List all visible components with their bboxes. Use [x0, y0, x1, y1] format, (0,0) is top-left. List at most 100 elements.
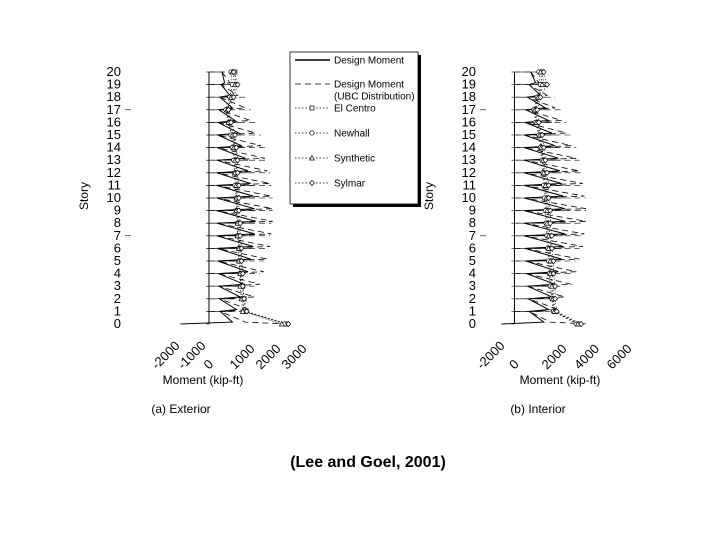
y-tick-label: 4: [469, 266, 476, 281]
panel-caption: (b) Interior: [510, 402, 565, 416]
legend-label: (UBC Distribution): [334, 92, 415, 103]
y-tick-label: 10: [462, 190, 476, 205]
source-citation: (Lee and Goel, 2001): [290, 454, 446, 471]
y-tick-label: 11: [108, 177, 122, 192]
data-point: [234, 81, 241, 88]
y-tick-label: 2: [469, 291, 476, 306]
y-tick-label: 6: [114, 240, 121, 255]
series-line: [534, 71, 579, 325]
data-point: [552, 283, 559, 290]
data-point: [237, 232, 244, 239]
data-point: [236, 207, 242, 214]
x-tick-label: 0: [506, 356, 522, 372]
y-tick-label: 5: [469, 253, 476, 268]
series-sylmar: [225, 68, 292, 328]
series-sylmar: [534, 68, 585, 328]
legend-marker: [309, 130, 315, 136]
data-point: [550, 257, 557, 265]
legend-shadow-right: [418, 55, 421, 207]
x-axis-label: Moment (kip-ft): [520, 373, 601, 387]
y-tick-label: 20: [107, 64, 121, 79]
legend-marker: [309, 154, 315, 161]
panel-caption: (a) Exterior: [151, 402, 210, 416]
legend-item-design-moment-ubc: Design Moment: [295, 80, 404, 91]
y-tick-label: 20: [462, 64, 476, 79]
data-point: [553, 308, 560, 315]
y-tick-label: 1: [469, 303, 476, 318]
data-point: [225, 106, 232, 113]
data-point: [552, 295, 559, 302]
data-point: [548, 232, 555, 239]
y-axis-label: Story: [422, 182, 436, 210]
y-tick-label: 7: [114, 228, 121, 243]
y-tick-label: 19: [462, 77, 476, 92]
y-tick-label: 15: [107, 127, 121, 142]
panel-exterior: 01234567891011121314151617181920-2000-10…: [77, 64, 310, 416]
data-point: [238, 245, 245, 252]
y-tick-label: 3: [469, 278, 476, 293]
data-point: [228, 119, 234, 126]
data-point: [547, 207, 554, 214]
data-point: [285, 320, 292, 328]
data-point: [278, 320, 285, 327]
x-tick-label: 6000: [604, 341, 635, 372]
series-line: [536, 71, 582, 325]
data-point: [544, 169, 550, 176]
x-tick-label: -2000: [474, 338, 508, 372]
data-point: [234, 157, 241, 164]
y-tick-label: 15: [462, 127, 476, 142]
data-point: [548, 245, 555, 252]
y-tick-label: 13: [462, 152, 476, 167]
y-tick-label: 12: [107, 165, 121, 180]
x-tick-label: 2000: [539, 341, 570, 372]
x-tick-label: 3000: [279, 341, 310, 372]
y-tick-label: 3: [114, 278, 121, 293]
y-tick-label: 13: [107, 152, 121, 167]
series-line: [226, 71, 282, 325]
data-point: [534, 106, 541, 113]
y-tick-label: 1: [114, 303, 121, 318]
x-tick-label: 1000: [227, 341, 258, 372]
data-point: [550, 270, 557, 277]
y-tick-label: 16: [462, 114, 476, 129]
data-point: [540, 68, 547, 76]
y-tick-label: 4: [114, 266, 121, 281]
y-tick-label: 2: [114, 291, 121, 306]
legend-item-el-centro: El Centro: [295, 104, 376, 115]
y-tick-label: 0: [114, 316, 121, 331]
y-tick-label: 16: [107, 114, 121, 129]
data-point: [540, 144, 547, 151]
data-point: [539, 81, 546, 87]
data-point: [236, 194, 242, 202]
legend-box: [289, 51, 419, 205]
data-point: [537, 94, 544, 101]
y-tick-label: 12: [462, 165, 476, 180]
legend-shadow-bottom: [293, 204, 421, 207]
data-point: [238, 257, 245, 265]
data-point: [545, 182, 552, 189]
y-tick-label: 18: [462, 89, 476, 104]
data-point: [539, 131, 546, 139]
data-point: [241, 295, 247, 302]
y-tick-label: 7: [469, 228, 476, 243]
x-tick-label: -1000: [175, 338, 209, 372]
y-tick-label: 9: [114, 203, 121, 218]
series-line: [216, 71, 288, 325]
y-tick-label: 8: [469, 215, 476, 230]
legend-item-newhall: Newhall: [295, 129, 370, 140]
y-tick-label: 11: [463, 177, 477, 192]
y-tick-label: 19: [107, 77, 121, 92]
legend-label: Design Moment: [334, 80, 404, 91]
data-point: [236, 182, 242, 189]
data-point: [230, 68, 237, 76]
x-tick-label: 4000: [571, 341, 602, 372]
y-tick-label: 17: [107, 102, 121, 117]
series-line: [225, 71, 285, 325]
legend-label: Sylmar: [334, 179, 366, 190]
legend-item-design-moment: Design Moment: [295, 56, 404, 67]
data-point: [230, 94, 237, 101]
legend-item-synthetic: Synthetic: [295, 154, 375, 165]
